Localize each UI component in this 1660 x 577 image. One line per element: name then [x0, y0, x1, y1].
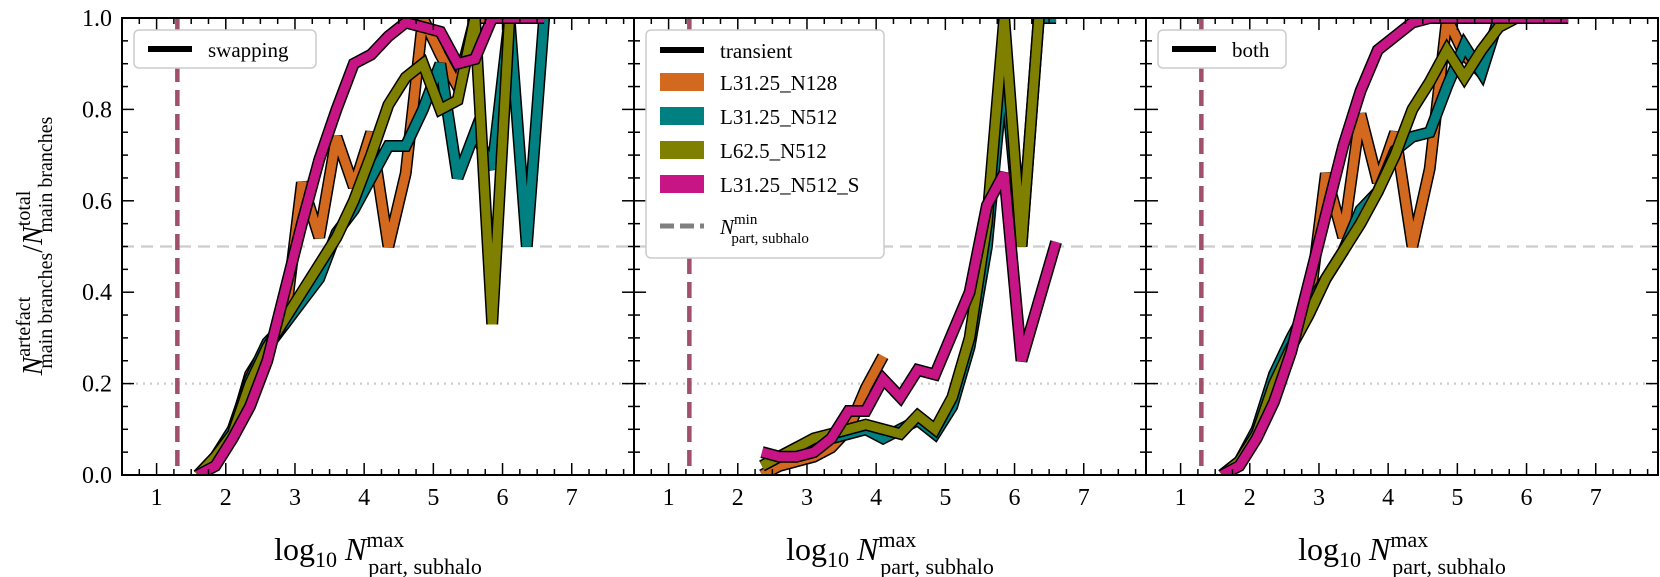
legend-swatch [660, 107, 704, 125]
y-tick-label: 0.4 [82, 280, 112, 306]
x-tick-label: 2 [1244, 485, 1256, 511]
x-axis-label: log10 Nmax part, subhalo [1298, 527, 1506, 577]
y-tick-label: 0.2 [82, 372, 112, 398]
series-line-l62-5-n512 [194, 18, 527, 475]
legend-box [1157, 29, 1287, 69]
series-group [759, 18, 1062, 475]
legend-swatch [660, 141, 704, 159]
series-line-l31-25-n512-s [760, 171, 1061, 462]
y-tick-label: 0.0 [82, 463, 112, 489]
x-axis-label: log10 Nmax part, subhalo [786, 527, 994, 577]
series-line-l31-25-n512-s [196, 18, 545, 475]
x-tick-label: 3 [801, 485, 813, 511]
x-tick-label: 2 [220, 485, 232, 511]
legend-swatch [660, 73, 704, 91]
legend-box [645, 29, 885, 259]
legend-swatch [660, 175, 704, 193]
series-line-l62-5-n512 [759, 18, 1044, 470]
series-line-l31-25-n512-s [1220, 18, 1569, 475]
x-tick-label: 6 [1521, 485, 1533, 511]
legend-threshold-label: Nmin part, subhalo [719, 212, 809, 247]
y-tick-label: 0.6 [82, 189, 112, 215]
panel-both: 1 2 3 4 5 6 7 log10 Nmax part, subhalo both [1145, 17, 1659, 577]
panel-transient: 1 2 3 4 5 6 7 log10 Nmax part, subhalo transient L… [633, 17, 1147, 577]
series-group [1218, 18, 1569, 475]
legend-title: transient [720, 39, 792, 63]
x-tick-label: 7 [1078, 485, 1090, 511]
y-tick-label: 0.8 [82, 97, 112, 123]
series-group [193, 18, 551, 475]
x-tick-label: 6 [497, 485, 509, 511]
y-axis-label: Nartefactmain branches/Ntotalmain branch… [13, 116, 57, 376]
x-tick-label: 3 [1313, 485, 1325, 511]
legend-entry-label: L31.25_N128 [720, 71, 837, 95]
x-tick-label: 2 [732, 485, 744, 511]
legend-entry-label: L31.25_N512_S [720, 173, 859, 197]
legend-entry-label: L62.5_N512 [720, 139, 827, 163]
legend-entry-label: L31.25_N512 [720, 105, 837, 129]
x-tick-label: 6 [1009, 485, 1021, 511]
legend-box [133, 29, 317, 69]
x-tick-label: 4 [1382, 485, 1394, 511]
legend-title: both [1232, 38, 1270, 62]
y-tick-label: 1.0 [82, 6, 112, 32]
x-tick-label: 7 [1590, 485, 1602, 511]
x-tick-label: 1 [1175, 485, 1187, 511]
x-tick-label: 5 [427, 485, 439, 511]
x-axis-label: log10 Nmax part, subhalo [274, 527, 482, 577]
x-tick-label: 5 [1451, 485, 1463, 511]
x-tick-label: 3 [289, 485, 301, 511]
legend-title: swapping [208, 38, 289, 62]
x-tick-label: 1 [663, 485, 675, 511]
x-tick-label: 1 [151, 485, 163, 511]
x-tick-label: 4 [358, 485, 370, 511]
x-tick-label: 7 [566, 485, 578, 511]
x-tick-label: 4 [870, 485, 882, 511]
panel-swapping: 1 2 3 4 5 6 7 0.0 0.2 0.4 0.6 0.8 1.0 log10 Nmax part,… [82, 6, 635, 577]
x-tick-label: 5 [939, 485, 951, 511]
